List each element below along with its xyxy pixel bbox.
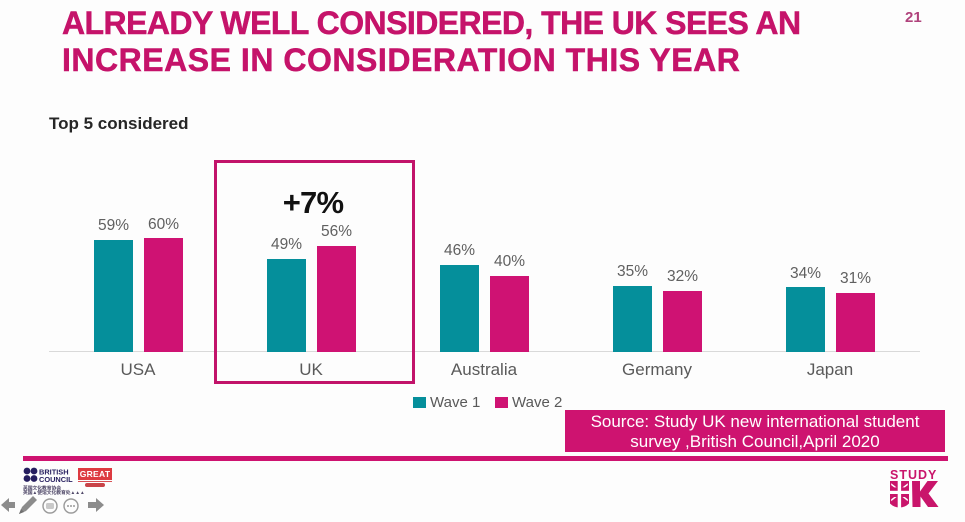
svg-text:COUNCIL: COUNCIL bbox=[39, 475, 73, 484]
svg-text:BRITISH: BRITISH bbox=[39, 468, 69, 477]
svg-text:STUDY: STUDY bbox=[890, 468, 937, 482]
